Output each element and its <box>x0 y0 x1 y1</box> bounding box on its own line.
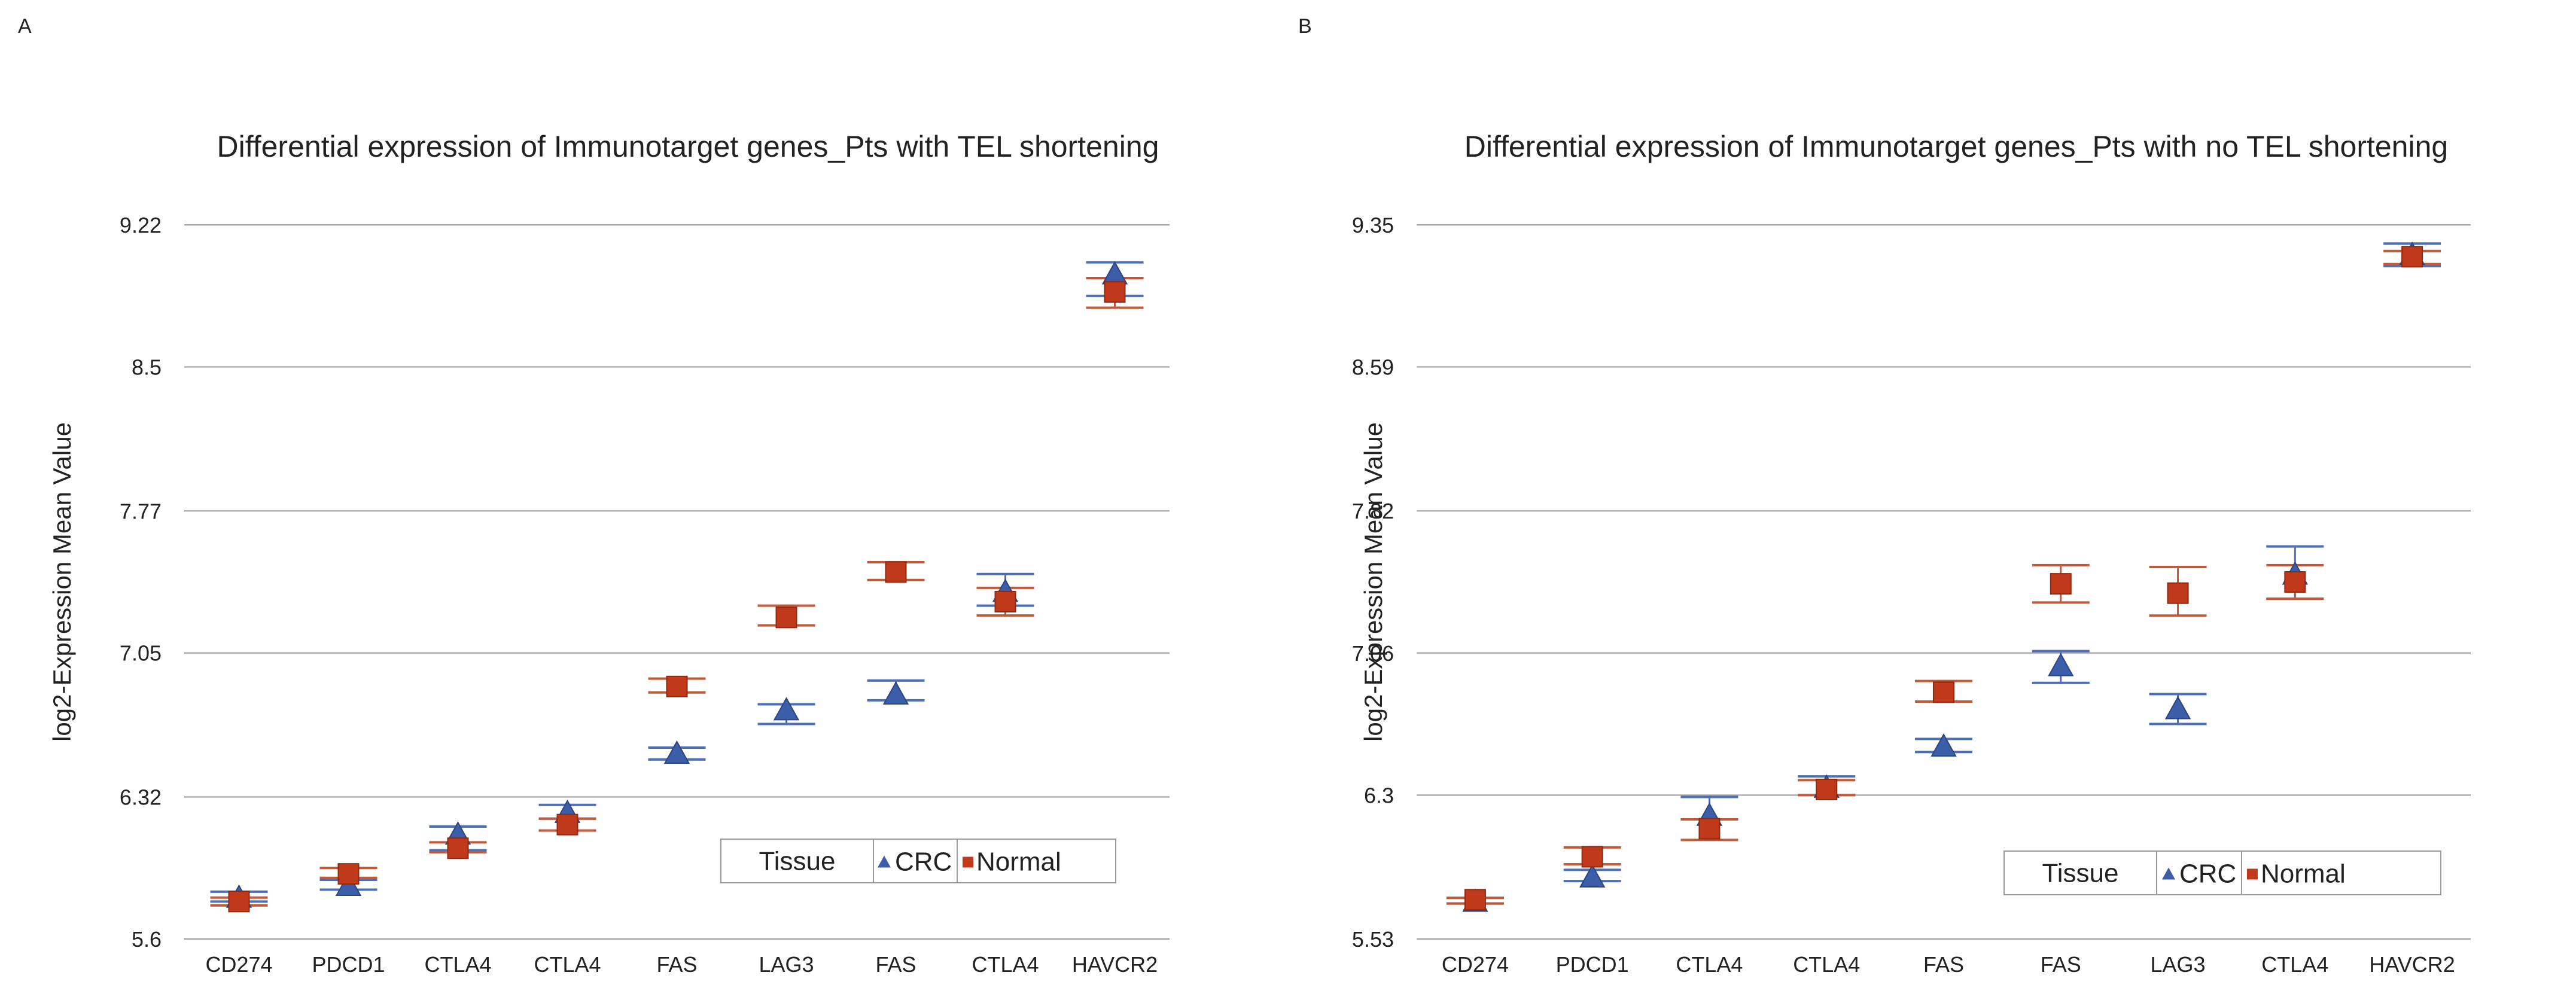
data-point-normal <box>2401 246 2423 268</box>
x-tick-label: CTLA4 <box>1676 952 1743 977</box>
data-point-normal <box>447 837 469 859</box>
data-point-crc <box>882 681 909 705</box>
chart-panel-b: B Differential expression of Immunotarget… <box>1286 0 2576 1003</box>
data-point-normal <box>775 606 797 629</box>
legend-marker-normal <box>963 856 973 868</box>
data-point-normal <box>1698 818 1721 840</box>
data-point-crc <box>2164 696 2191 720</box>
y-tick-label: 5.53 <box>1352 927 1394 952</box>
x-tick-label: PDCD1 <box>1556 952 1629 977</box>
legend-box <box>2003 850 2441 895</box>
legend-label-normal: Normal <box>2261 859 2346 889</box>
data-point-crc <box>773 697 800 721</box>
legend-marker-crc <box>2162 867 2175 880</box>
data-point-normal <box>666 675 688 697</box>
x-tick-label: FAS <box>2041 952 2081 977</box>
chart-svg-a: A Differential expression of Immunotarget… <box>18 15 1170 977</box>
y-axis-label: log2-Expression Mean Value <box>1359 422 1387 742</box>
y-tick-label: 7.77 <box>120 499 162 523</box>
legend-marker-normal <box>2247 868 2258 880</box>
y-tick-label: 8.5 <box>132 355 162 379</box>
x-tick-label: CD274 <box>205 952 272 977</box>
data-point-crc <box>2048 653 2074 676</box>
y-tick-label: 6.3 <box>1364 783 1394 807</box>
x-tick-label: FAS <box>875 952 916 977</box>
legend: Tissue CRC Normal <box>2003 850 2441 895</box>
data-point-normal <box>885 561 907 583</box>
data-point-crc <box>663 740 690 764</box>
data-point-normal <box>1933 681 1954 703</box>
data-point-normal <box>2050 573 2072 595</box>
x-tick-label: HAVCR2 <box>1072 952 1158 977</box>
x-tick-label: FAS <box>1923 952 1964 977</box>
data-point-normal <box>228 891 250 913</box>
data-point-crc <box>1579 864 1606 888</box>
x-tick-label: CTLA4 <box>2261 952 2328 977</box>
y-tick-label: 9.35 <box>1352 213 1394 237</box>
data-point-normal <box>1464 889 1486 911</box>
legend-title: Tissue <box>759 847 836 876</box>
data-point-normal <box>2167 582 2189 604</box>
x-tick-label: CTLA4 <box>972 952 1039 977</box>
legend-label-normal: Normal <box>976 847 1061 877</box>
chart-panel-a: A Differential expression of Immunotarget… <box>0 0 1286 1003</box>
legend-title: Tissue <box>2042 859 2119 888</box>
data-point-normal <box>1816 778 1838 800</box>
y-tick-label: 5.6 <box>132 927 162 952</box>
y-tick-label: 7.05 <box>120 641 162 666</box>
panel-label: B <box>1298 15 1312 38</box>
x-tick-label: CD274 <box>1442 952 1509 977</box>
x-tick-label: HAVCR2 <box>2369 952 2455 977</box>
legend-marker-crc <box>878 855 891 868</box>
y-tick-label: 8.59 <box>1352 355 1394 380</box>
x-tick-label: PDCD1 <box>312 952 385 977</box>
chart-title: Differential expression of Immunotarget … <box>1464 130 2448 163</box>
chart-title: Differential expression of Immunotarget … <box>217 130 1159 163</box>
legend-label-crc: CRC <box>2179 859 2236 889</box>
data-point-crc <box>1101 261 1128 285</box>
y-tick-label: 6.32 <box>120 785 162 810</box>
panel-label: A <box>18 15 32 38</box>
x-tick-label: CTLA4 <box>1793 952 1860 977</box>
data-point-normal <box>2284 571 2306 593</box>
y-axis-label: log2-Expression Mean Value <box>48 422 76 742</box>
y-tick-label: 7.82 <box>1352 499 1394 523</box>
data-point-normal <box>1104 281 1126 303</box>
data-point-normal <box>337 863 360 885</box>
x-tick-label: LAG3 <box>2151 952 2206 977</box>
x-tick-label: CTLA4 <box>424 952 491 977</box>
data-point-normal <box>556 813 578 836</box>
data-point-crc <box>1931 733 1957 757</box>
legend: Tissue CRC Normal <box>720 839 1116 883</box>
chart-svg-b: B Differential expression of Immunotarget… <box>1298 15 2471 977</box>
x-tick-label: FAS <box>656 952 697 977</box>
data-point-normal <box>1581 846 1603 868</box>
y-tick-label: 7.06 <box>1352 641 1394 666</box>
legend-box <box>720 839 1116 883</box>
y-tick-label: 9.22 <box>120 213 162 237</box>
x-tick-label: LAG3 <box>759 952 814 977</box>
x-tick-label: CTLA4 <box>534 952 601 977</box>
data-point-normal <box>994 590 1016 612</box>
legend-label-crc: CRC <box>895 847 952 877</box>
